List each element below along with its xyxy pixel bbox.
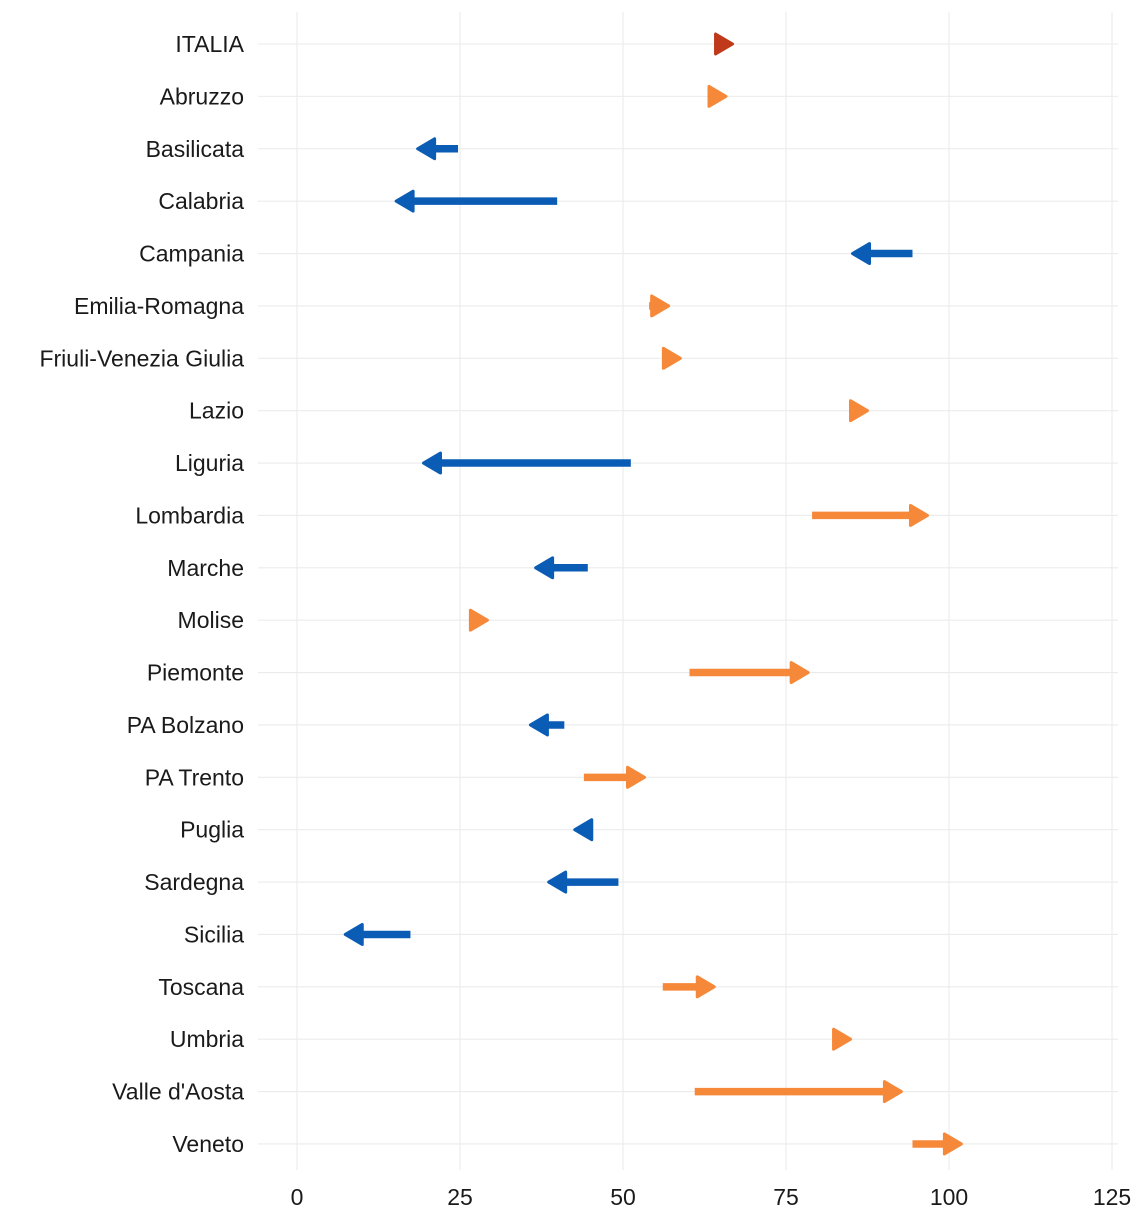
arrow-head — [908, 503, 929, 527]
x-tick-label: 50 — [610, 1184, 636, 1210]
arrow-head — [468, 608, 489, 632]
y-tick-label: Marche — [167, 555, 244, 581]
y-tick-label: Lombardia — [135, 502, 244, 528]
y-tick-label: Abruzzo — [160, 83, 244, 109]
arrow-head — [661, 346, 682, 370]
arrow-head — [626, 765, 647, 789]
arrow-basilicata — [416, 137, 459, 161]
arrow-valle-d-aosta — [694, 1080, 903, 1104]
arrow-layer — [343, 32, 963, 1156]
arrow-head — [394, 189, 415, 213]
arrow-head — [534, 556, 555, 580]
x-tick-label: 75 — [773, 1184, 799, 1210]
arrow-toscana — [662, 975, 716, 999]
y-tick-labels: ITALIA Abruzzo Basilicata Calabria Campania E… — [39, 31, 244, 1157]
arrow-head — [421, 451, 442, 475]
arrow-italia — [714, 32, 735, 56]
x-tick-labels: 0 25 50 75 100 125 — [291, 1184, 1132, 1210]
arrow-puglia — [573, 818, 594, 842]
arrow-veneto — [912, 1132, 963, 1156]
grid-layer — [258, 12, 1118, 1170]
arrow-head — [528, 713, 549, 737]
y-tick-label: Emilia-Romagna — [74, 293, 244, 319]
arrow-liguria — [421, 451, 631, 475]
arrow-head — [416, 137, 437, 161]
arrow-lazio — [849, 399, 869, 423]
y-tick-label: Liguria — [175, 450, 244, 476]
arrow-head — [849, 399, 869, 423]
y-tick-label: Toscana — [158, 974, 244, 1000]
arrow-head — [650, 294, 671, 318]
arrow-campania — [851, 242, 913, 266]
y-tick-label: Calabria — [158, 188, 244, 214]
arrow-head — [851, 242, 872, 266]
y-tick-label: Lazio — [189, 398, 244, 424]
y-tick-label: Friuli-Venezia Giulia — [39, 345, 244, 371]
y-tick-label: ITALIA — [175, 31, 244, 57]
y-tick-label: PA Bolzano — [127, 712, 244, 738]
y-tick-label: Sicilia — [184, 921, 244, 947]
y-tick-label: Molise — [178, 607, 244, 633]
arrow-calabria — [394, 189, 558, 213]
arrow-head — [573, 818, 594, 842]
arrow-piemonte — [689, 661, 810, 685]
arrow-head — [789, 661, 810, 685]
arrow-lombardia — [812, 503, 929, 527]
y-tick-label: Sardegna — [144, 869, 244, 895]
arrow-marche — [534, 556, 588, 580]
arrow-emilia-romagna — [649, 294, 671, 318]
y-tick-label: PA Trento — [145, 764, 244, 790]
x-tick-label: 100 — [930, 1184, 968, 1210]
arrow-molise — [468, 608, 489, 632]
arrow-pa-bolzano — [528, 713, 565, 737]
x-tick-label: 25 — [447, 1184, 473, 1210]
arrow-head — [707, 84, 728, 108]
y-tick-label: Campania — [139, 241, 244, 267]
arrow-abruzzo — [707, 84, 728, 108]
x-tick-label: 125 — [1093, 1184, 1131, 1210]
arrow-head — [343, 922, 364, 946]
arrow-head — [695, 975, 716, 999]
arrow-sicilia — [343, 922, 411, 946]
y-tick-label: Umbria — [170, 1026, 244, 1052]
y-tick-label: Piemonte — [147, 660, 244, 686]
arrow-friuli-venezia-giulia — [661, 346, 682, 370]
arrow-head — [942, 1132, 963, 1156]
arrow-pa-trento — [583, 765, 647, 789]
arrow-head — [832, 1027, 853, 1051]
arrow-umbria — [832, 1027, 853, 1051]
y-tick-label: Veneto — [172, 1131, 244, 1157]
arrow-sardegna — [547, 870, 619, 894]
arrow-head — [714, 32, 735, 56]
arrow-head — [547, 870, 568, 894]
arrow-head — [882, 1080, 903, 1104]
y-tick-label: Valle d'Aosta — [112, 1079, 244, 1105]
y-tick-label: Puglia — [180, 817, 244, 843]
y-tick-label: Basilicata — [146, 136, 245, 162]
x-tick-label: 0 — [291, 1184, 304, 1210]
